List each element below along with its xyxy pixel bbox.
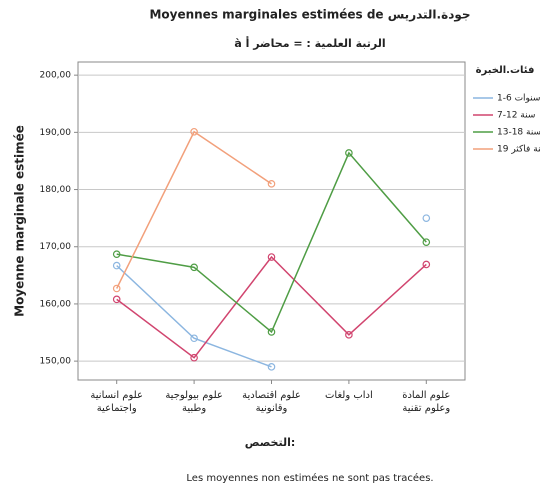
- y-tick-label: 160,00: [40, 299, 72, 309]
- data-point: [190, 353, 198, 362]
- legend-label: 19 سنة فاكثر: [497, 145, 540, 155]
- legend-label: 1-6 سنوات: [497, 94, 540, 104]
- data-point: [190, 263, 198, 272]
- y-axis-label: Moyenne marginale estimée: [13, 125, 27, 317]
- y-tick-label: 190,00: [40, 128, 72, 138]
- y-tick-label: 200,00: [40, 71, 72, 81]
- x-tick-label: اداب ولغات: [325, 390, 373, 401]
- y-tick-label: 180,00: [40, 185, 72, 195]
- data-point: [190, 127, 198, 136]
- footnote: Les moyennes non estimées ne sont pas tr…: [186, 472, 433, 484]
- chart-title: Moyennes marginales estimées de جودة.الت…: [149, 8, 470, 23]
- data-point: [422, 238, 431, 246]
- data-point: [345, 331, 353, 339]
- series-line: [116, 265, 272, 368]
- data-point: [267, 180, 276, 188]
- x-tick-label: علوم انسانية واجتماعية: [90, 390, 143, 414]
- x-axis-label: التخصص:: [245, 436, 296, 449]
- data-point: [190, 334, 198, 343]
- chart-subtitle: الرتبة العلمية : = محاضر أ à: [234, 36, 385, 50]
- data-point: [422, 214, 431, 222]
- x-tick-label: علوم المادة وعلوم تقنية: [402, 390, 451, 414]
- series-line: [116, 255, 427, 359]
- data-point: [112, 295, 121, 304]
- data-point: [267, 363, 276, 371]
- data-point: [422, 260, 431, 269]
- y-tick-label: 170,00: [40, 242, 72, 252]
- data-point: [345, 149, 353, 157]
- data-point: [112, 250, 121, 258]
- x-tick-label: علوم بيولوجية وطبية: [165, 390, 223, 414]
- series-line: [116, 130, 272, 289]
- data-point: [112, 284, 121, 293]
- legend-label: 13-18 سنة: [497, 128, 540, 138]
- x-tick-label: علوم اقتصادية وقانونية: [242, 390, 301, 414]
- y-tick-label: 150,00: [40, 357, 72, 367]
- legend-label: 7-12 سنة: [497, 111, 535, 121]
- legend-title: فئات.الخبرة: [476, 65, 535, 76]
- series-line: [116, 151, 427, 334]
- data-point: [267, 253, 276, 261]
- data-point: [112, 261, 121, 270]
- data-point: [267, 328, 276, 336]
